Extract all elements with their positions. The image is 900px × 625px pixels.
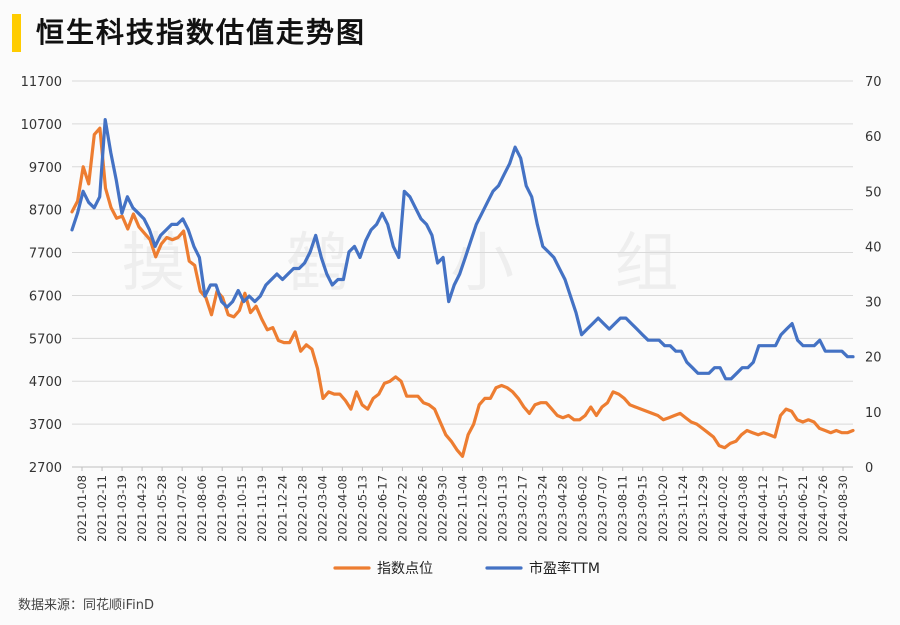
watermark: 摸 鹤 小 组	[121, 227, 718, 301]
y-left-tick-label: 9700	[29, 161, 62, 176]
legend-label: 指数点位	[377, 561, 433, 577]
x-tick-label: 2022-08-26	[415, 475, 429, 542]
x-tick-label: 2023-04-28	[556, 475, 570, 542]
x-tick-label: 2022-04-08	[335, 475, 349, 542]
y-right-tick-label: 20	[865, 351, 882, 366]
series-lines	[70, 117, 855, 458]
y-left-tick-label: 10700	[21, 118, 62, 133]
x-tick-label: 2022-06-17	[375, 475, 389, 542]
x-tick-label: 2021-02-11	[95, 475, 109, 542]
y-axis-left: 2700 3700 4700 5700 6700 7700 8700 9700 10700 117…	[21, 75, 62, 476]
x-tick-label: 2022-12-09	[476, 475, 490, 542]
x-tick-label: 2024-08-30	[836, 475, 850, 542]
x-tick-label: 2021-10-15	[235, 475, 249, 542]
y-right-tick-label: 50	[865, 185, 882, 200]
x-tick-label: 2023-01-13	[496, 475, 510, 542]
x-tick-label: 2022-07-22	[395, 475, 409, 542]
legend: 指数点位 市盈率TTM	[333, 560, 600, 577]
y-left-tick-label: 3700	[29, 418, 62, 433]
y-left-tick-label: 4700	[29, 375, 62, 390]
y-left-tick-label: 5700	[29, 332, 62, 347]
y-left-tick-label: 2700	[29, 461, 62, 476]
x-tick-label: 2022-01-28	[295, 475, 309, 542]
x-tick-label: 2022-09-30	[435, 475, 449, 542]
x-tick-label: 2022-11-04	[456, 475, 470, 542]
y-left-tick-label: 11700	[21, 75, 62, 90]
pe-series-line	[70, 117, 855, 381]
title-accent-bar	[12, 14, 21, 52]
x-tick-label: 2021-07-02	[175, 475, 189, 542]
x-tick-label: 2021-12-24	[275, 475, 289, 542]
x-tick-label: 2024-07-26	[816, 475, 830, 542]
x-tick-label: 2023-03-24	[536, 475, 550, 542]
x-tick-label: 2021-05-28	[155, 475, 169, 542]
data-source-note: 数据来源：同花顺iFinD	[18, 598, 155, 613]
x-tick-label: 2022-03-04	[315, 475, 329, 542]
x-tick-label: 2023-12-29	[696, 475, 710, 542]
x-tick-label: 2023-06-02	[576, 475, 590, 542]
y-right-tick-label: 10	[865, 406, 882, 421]
x-tick-label: 2024-04-12	[756, 475, 770, 542]
x-tick-label: 2022-05-13	[355, 475, 369, 542]
x-tick-label: 2021-08-06	[195, 475, 209, 542]
y-right-tick-label: 30	[865, 296, 882, 311]
x-tick-label: 2021-11-19	[255, 475, 269, 542]
x-tick-label: 2024-06-21	[796, 475, 810, 542]
y-right-tick-label: 40	[865, 240, 882, 255]
x-tick-label: 2023-10-20	[656, 475, 670, 542]
x-axis: 2021-01-08 2021-02-11 2021-03-19 2021-04-23…	[75, 467, 850, 542]
y-left-tick-label: 7700	[29, 247, 62, 262]
legend-label: 市盈率TTM	[529, 560, 600, 577]
x-tick-label: 2023-09-15	[636, 475, 650, 542]
y-right-tick-label: 0	[865, 461, 873, 476]
y-left-tick-label: 6700	[29, 289, 62, 304]
x-tick-label: 2024-03-08	[736, 475, 750, 542]
y-axis-right: 0 10 20 30 40 50 60 70	[865, 75, 882, 476]
x-tick-label: 2024-05-17	[776, 475, 790, 542]
x-tick-label: 2021-01-08	[75, 475, 89, 542]
x-tick-label: 2021-09-10	[215, 475, 229, 542]
x-tick-label: 2023-02-17	[516, 475, 530, 542]
y-right-tick-label: 70	[865, 75, 882, 90]
y-right-tick-label: 60	[865, 130, 882, 145]
x-tick-label: 2021-04-23	[135, 475, 149, 542]
x-tick-label: 2023-08-11	[616, 475, 630, 542]
x-tick-label: 2024-02-02	[716, 475, 730, 542]
y-left-tick-label: 8700	[29, 204, 62, 219]
index-series-line	[70, 126, 855, 458]
page-title: 恒生科技指数估值走势图	[36, 16, 367, 49]
x-tick-label: 2023-11-24	[676, 475, 690, 542]
x-tick-label: 2021-03-19	[115, 475, 129, 542]
x-tick-label: 2023-07-07	[596, 475, 610, 542]
